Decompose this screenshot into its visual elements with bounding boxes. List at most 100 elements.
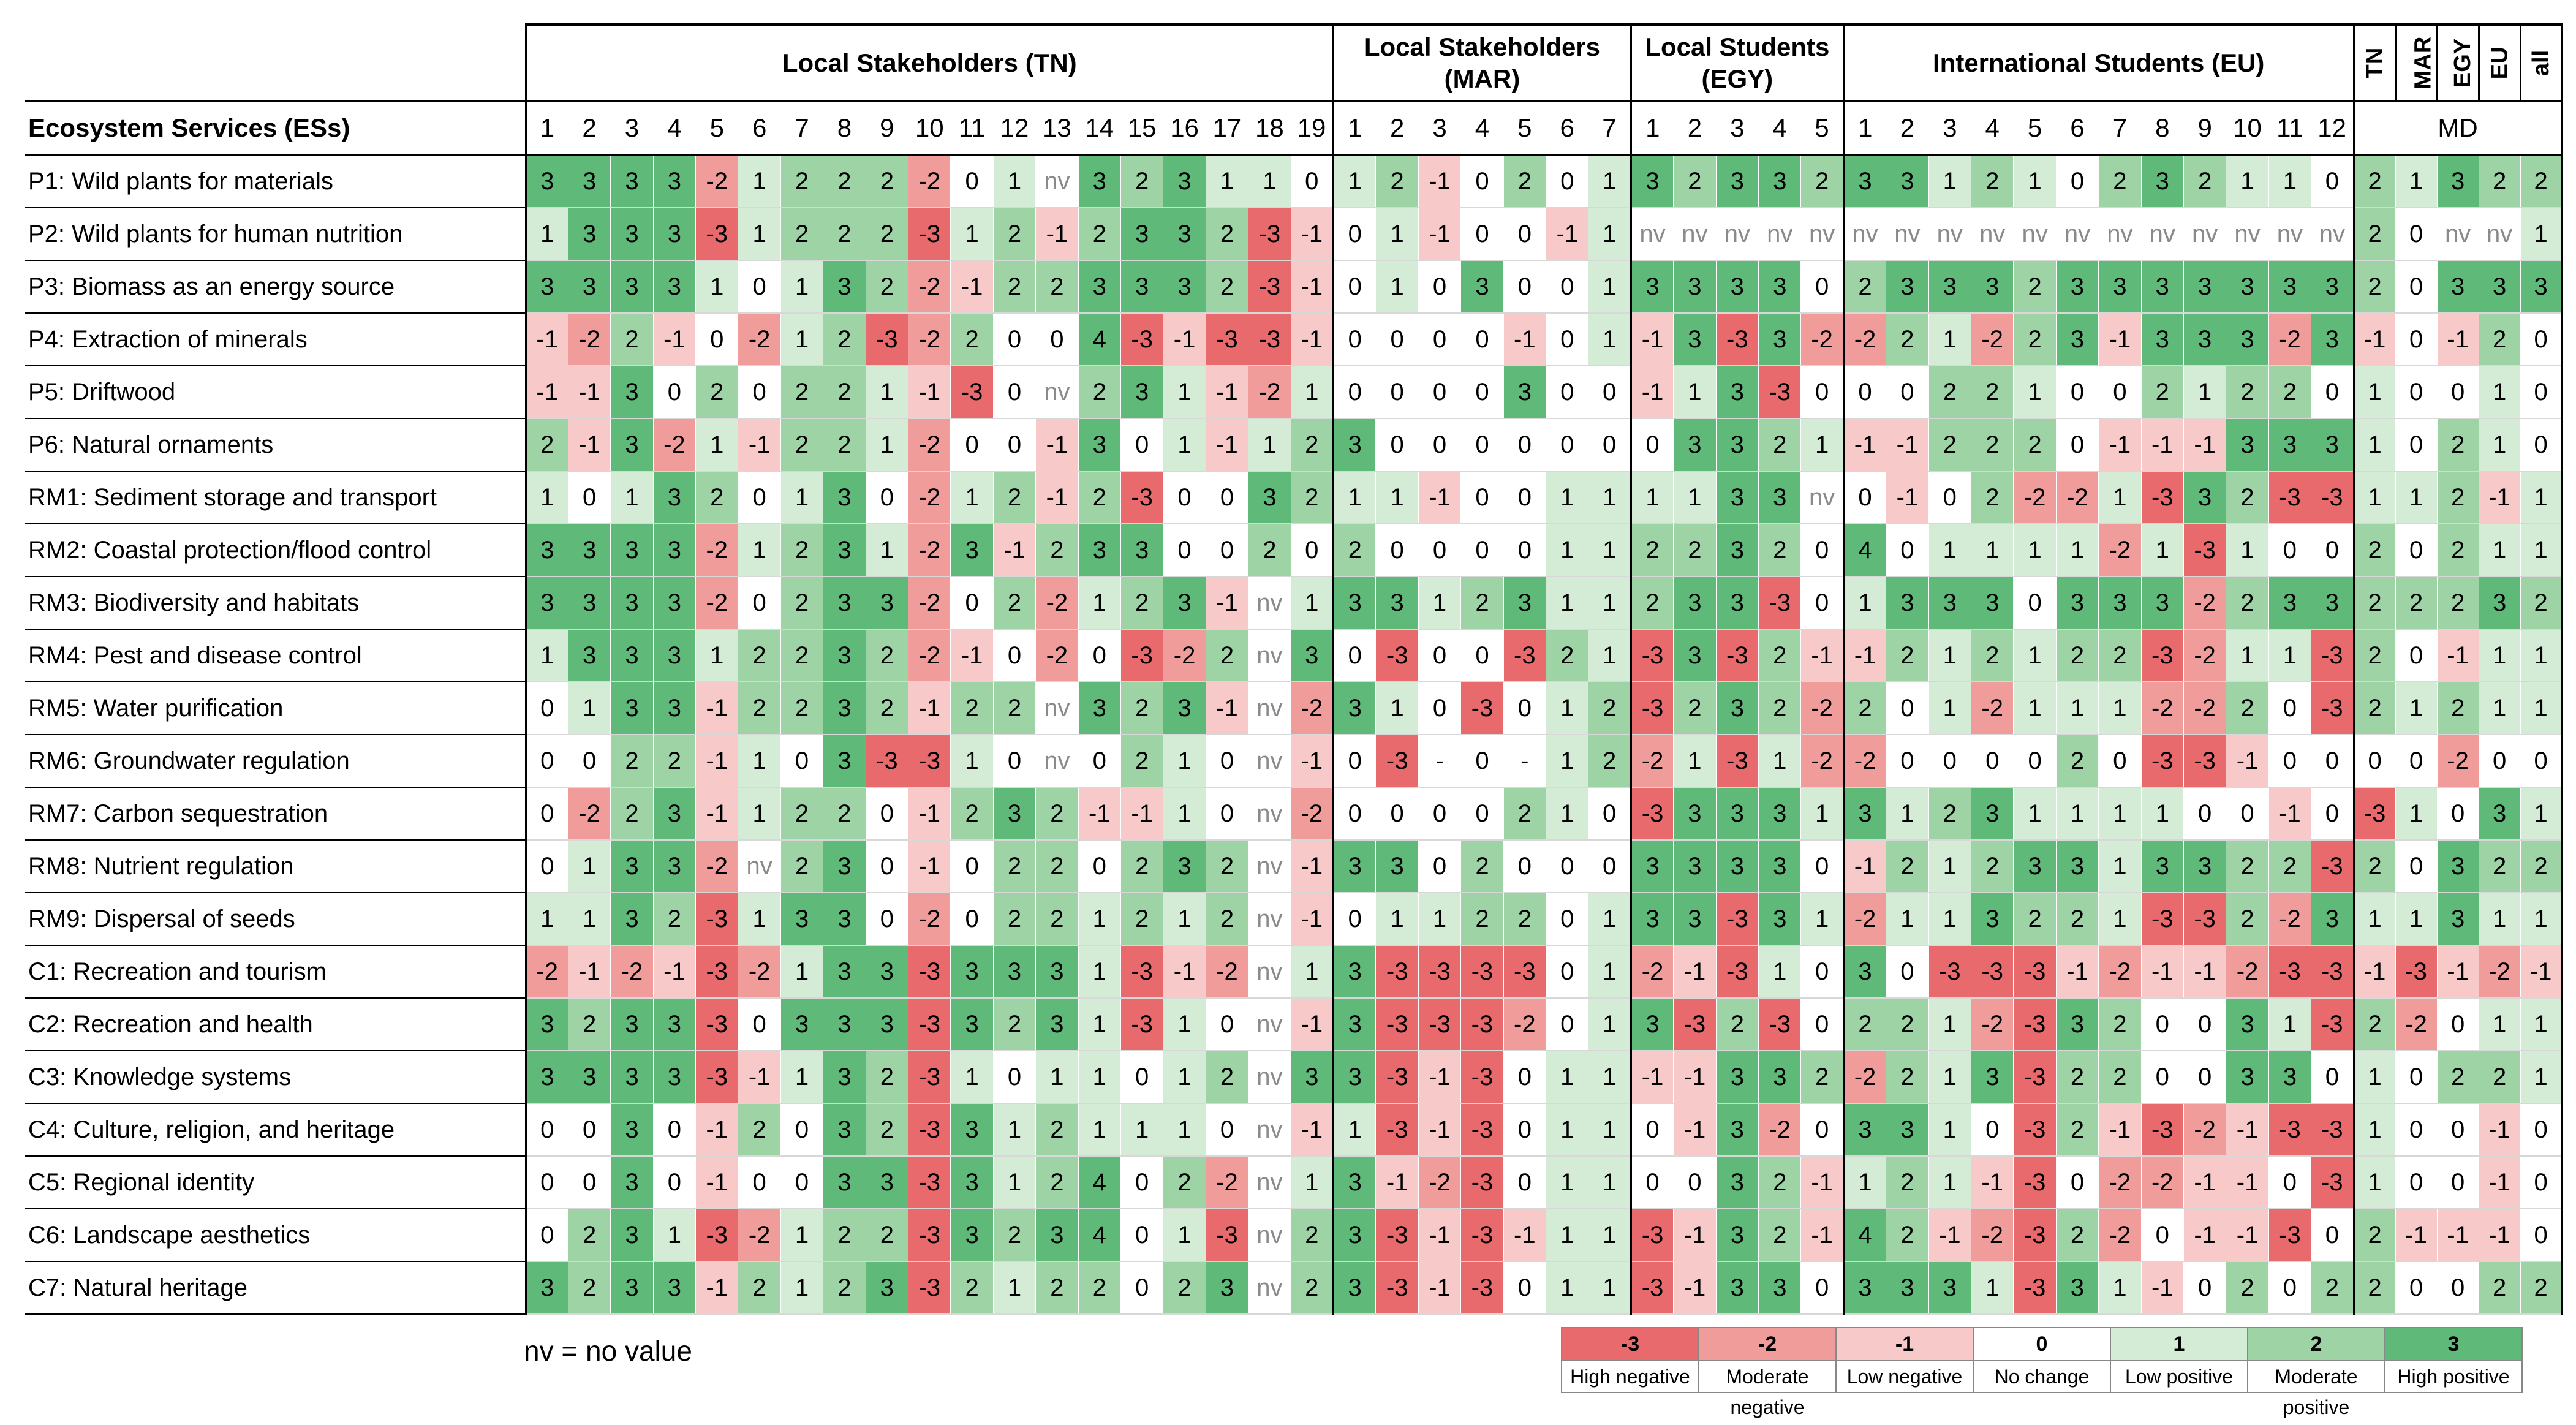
table-cell: 2 xyxy=(1758,629,1802,682)
table-cell: 1 xyxy=(1163,787,1206,841)
table-cell: -1 xyxy=(1290,207,1335,261)
table-cell: 3 xyxy=(1758,892,1802,946)
table-cell: 1 xyxy=(780,471,824,524)
table-cell: 3 xyxy=(1715,576,1759,630)
row-label: P3: Biomass as an energy source xyxy=(25,260,526,314)
table-cell: 3 xyxy=(865,997,909,1051)
md-header-eu-label: EU xyxy=(2487,47,2513,79)
table-cell: -2 xyxy=(738,1208,781,1262)
table-cell: 3 xyxy=(652,997,697,1051)
respondent-number: 16 xyxy=(1163,100,1206,156)
table-cell: 0 xyxy=(2140,1050,2184,1104)
table-cell: 1 xyxy=(1078,1050,1121,1104)
table-cell: 2 xyxy=(2436,418,2479,472)
table-cell: 0 xyxy=(865,892,909,946)
table-cell: -2 xyxy=(2268,892,2312,946)
table-cell: 1 xyxy=(2098,681,2142,735)
table-cell: 3 xyxy=(2478,576,2521,630)
table-cell: -1 xyxy=(2436,629,2479,682)
table-cell: 3 xyxy=(1715,681,1759,735)
table-cell: 3 xyxy=(1503,365,1547,419)
table-cell: 0 xyxy=(2478,734,2521,788)
table-cell: 3 xyxy=(1842,787,1887,841)
table-cell: 1 xyxy=(1163,734,1206,788)
table-cell: 1 xyxy=(1970,1261,2014,1315)
corner-label: Ecosystem Services (ESs) xyxy=(25,100,526,156)
table-cell: 2 xyxy=(823,207,866,261)
table-row: C1: Recreation and tourism -2 -1 -2 -1 -3 -2 1 3… xyxy=(25,945,2563,999)
table-cell: 0 xyxy=(1546,945,1589,999)
table-cell: -1 xyxy=(695,1155,739,1209)
table-cell: 3 xyxy=(950,523,994,577)
table-cell: -3 xyxy=(908,1155,951,1209)
table-cell: -2 xyxy=(1970,681,2014,735)
row-label: RM7: Carbon sequestration xyxy=(25,787,526,841)
table-cell: 3 xyxy=(2055,997,2099,1051)
table-cell: 2 xyxy=(695,365,739,419)
table-cell: 2 xyxy=(1035,1261,1079,1315)
table-cell: 2 xyxy=(1758,1155,1802,1209)
table-cell: 2 xyxy=(780,207,824,261)
table-cell: -3 xyxy=(908,1208,951,1262)
table-cell: 2 xyxy=(865,629,909,682)
table-cell: 3 xyxy=(865,1155,909,1209)
table-cell: -3 xyxy=(908,1050,951,1104)
table-row: P1: Wild plants for materials 3 3 3 3 -2 1 2 2 2-… xyxy=(25,154,2563,208)
table-cell: 3 xyxy=(2311,312,2355,366)
table-cell: 3 xyxy=(610,629,654,682)
table-row: RM8: Nutrient regulation 0 1 3 3 -2 nv 2 3 0 -1 0 2 2… xyxy=(25,839,2563,893)
table-cell: 0 xyxy=(1418,629,1462,682)
table-cell: -1 xyxy=(2436,945,2479,999)
table-cell: -1 xyxy=(1375,1155,1419,1209)
table-cell: 3 xyxy=(1715,1155,1759,1209)
table-cell: -3 xyxy=(1248,312,1291,366)
row-label: P6: Natural ornaments xyxy=(25,418,526,472)
table-cell: nv xyxy=(1673,207,1717,261)
table-cell: 1 xyxy=(652,1208,697,1262)
table-cell: 0 xyxy=(1460,365,1504,419)
table-cell: 0 xyxy=(1588,418,1632,472)
table-cell: 3 xyxy=(823,997,866,1051)
row-label: RM3: Biodiversity and habitats xyxy=(25,576,526,630)
table-cell: 3 xyxy=(1928,576,1972,630)
table-cell: 2 xyxy=(1758,681,1802,735)
table-cell: 0 xyxy=(1588,787,1632,841)
table-cell: 2 xyxy=(2520,1261,2563,1315)
table-cell: 1 xyxy=(2520,892,2563,946)
table-cell: -3 xyxy=(1248,260,1291,314)
table-cell: 3 xyxy=(567,523,611,577)
table-cell: -1 xyxy=(908,787,951,841)
table-cell: 1 xyxy=(2395,471,2438,524)
table-cell: -1 xyxy=(1673,1103,1717,1157)
table-cell: 1 xyxy=(1332,154,1377,208)
table-cell: -1 xyxy=(2140,1261,2184,1315)
heatmap-table-container: Local Stakeholders (TN) Local Stakeholde… xyxy=(25,23,2563,1315)
respondent-number: 2 xyxy=(1886,100,1929,156)
table-cell: 0 xyxy=(1546,365,1589,419)
table-cell: nv xyxy=(738,839,781,893)
table-cell: nv xyxy=(1715,207,1759,261)
table-cell: nv xyxy=(1035,365,1079,419)
table-cell: -3 xyxy=(2013,1155,2057,1209)
table-cell: 0 xyxy=(2395,734,2438,788)
legend-value: 1 xyxy=(2111,1328,2247,1360)
table-cell: nv xyxy=(1248,1050,1291,1104)
table-cell: 1 xyxy=(2055,523,2099,577)
table-cell: 1 xyxy=(1375,681,1419,735)
respondent-number: 5 xyxy=(1503,100,1546,156)
table-cell: 1 xyxy=(780,260,824,314)
table-cell: 2 xyxy=(1078,207,1121,261)
table-cell: -3 xyxy=(1120,471,1164,524)
table-cell: -2 xyxy=(1035,629,1079,682)
table-cell: 0 xyxy=(2311,154,2355,208)
table-cell: 0 xyxy=(738,997,781,1051)
table-cell: 2 xyxy=(1886,312,1929,366)
table-cell: 2 xyxy=(2268,839,2312,893)
table-cell: 0 xyxy=(1503,523,1547,577)
table-cell: 3 xyxy=(652,1050,697,1104)
table-cell: -1 xyxy=(1205,576,1249,630)
table-cell: 3 xyxy=(1842,1261,1887,1315)
table-cell: 2 xyxy=(780,787,824,841)
table-cell: 0 xyxy=(1418,260,1462,314)
respondent-number: 4 xyxy=(1758,100,1801,156)
